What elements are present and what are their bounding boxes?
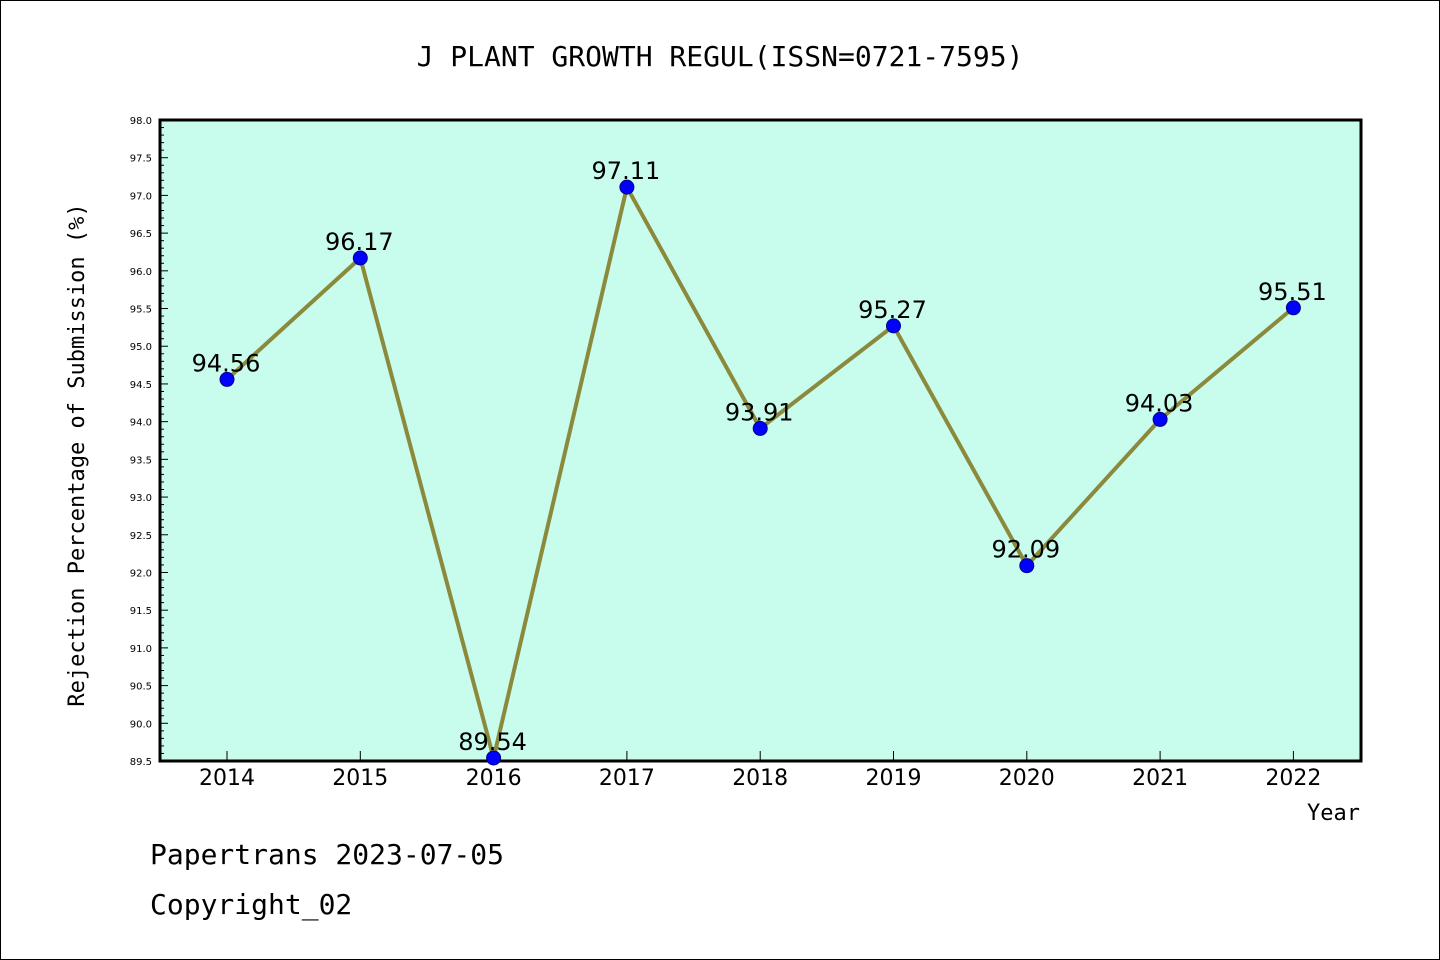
data-point-2015 [352,250,368,266]
y-tick-label: 95.0 [130,342,152,353]
data-point-2014 [219,371,235,387]
x-tick-label: 2020 [999,766,1055,791]
x-tick-label: 2022 [1265,766,1321,791]
x-tick-label: 2017 [599,766,655,791]
data-label-2019: 95.27 [858,296,927,324]
y-tick-label: 93.5 [130,455,152,466]
x-tick-label: 2019 [866,766,922,791]
y-tick-label: 91.0 [130,644,152,655]
y-tick-label: 90.5 [130,682,152,693]
data-labels: 94.56 96.17 89.54 97.11 93.91 95.27 92.09 94.03… [192,157,1327,756]
footer-line-1: Papertrans 2023-07-05 [150,838,504,871]
x-tick-label: 2021 [1132,766,1188,791]
data-point-2019 [886,318,901,334]
x-tick-label: 2016 [466,766,522,791]
data-label-2016: 89.54 [458,728,527,756]
x-tick-label: 2014 [199,766,255,791]
data-point-2017 [619,179,635,195]
y-axis-label: Rejection Percentage of Submission (%) [65,203,90,706]
data-label-2022: 95.51 [1258,278,1327,306]
y-tick-label: 96.5 [130,229,152,240]
y-tick-label: 94.5 [130,380,152,391]
data-label-2018: 93.91 [725,398,794,426]
plot-area [158,118,1363,763]
x-tick-label: 2015 [332,766,388,791]
data-label-2015: 96.17 [325,228,394,256]
chart-title: J PLANT GROWTH REGUL(ISSN=0721-7595) [417,40,1024,73]
footer-line-2: Copyright_02 [150,888,352,922]
y-tick-label: 89.5 [130,757,152,768]
y-tick-label: 92.0 [130,568,152,579]
y-tick-label: 93.0 [130,493,152,504]
y-axis: 89.5 90.0 90.5 91.0 91.5 92.0 92.5 93.0 93.5 94.0… [130,116,168,768]
x-axis-label: Year [1307,801,1360,826]
data-label-2014: 94.56 [192,349,261,377]
data-label-2017: 97.11 [592,157,661,185]
y-tick-label: 95.5 [130,305,152,316]
data-point-2021 [1152,411,1168,427]
data-point-2016 [486,750,502,766]
data-point-2022 [1285,300,1301,316]
x-tick-label: 2018 [732,766,788,791]
data-point-2018 [752,420,768,436]
data-label-2020: 92.09 [991,536,1060,564]
y-tick-label: 96.0 [130,267,152,278]
y-tick-label: 90.0 [130,719,152,730]
y-tick-label: 94.0 [130,418,152,429]
y-tick-label: 92.5 [130,531,152,542]
data-label-2021: 94.03 [1125,389,1194,417]
y-tick-label: 91.5 [130,606,152,617]
y-tick-label: 97.0 [130,191,152,202]
x-axis: 2014 2015 2016 2017 2018 2019 2020 2021 2022 [199,751,1321,791]
y-tick-label: 97.5 [130,154,152,165]
data-point-2020 [1019,558,1035,574]
y-tick-label: 98.0 [130,116,152,127]
series-group [219,179,1301,766]
